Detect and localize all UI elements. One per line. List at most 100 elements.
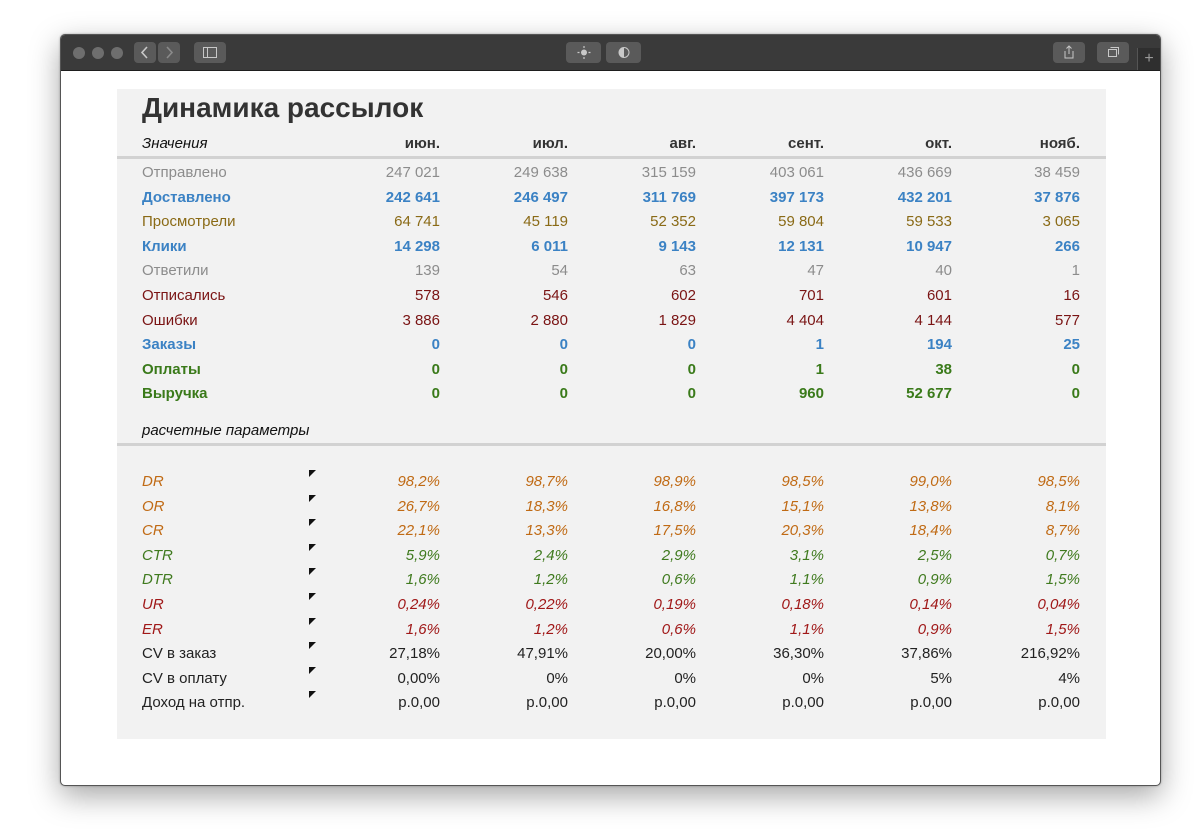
row-label: CTR (142, 546, 173, 564)
table-cell: 52 352 (650, 213, 696, 231)
table-cell: 1,6% (405, 620, 440, 638)
table-cell: 0 (1071, 385, 1080, 403)
table-cell: 4 404 (786, 311, 824, 329)
table-row: ER 1,6% 1,2% 0,6% 1,1% 0,9% 1,5% (117, 617, 1106, 645)
table-cell: 0,6% (661, 571, 696, 589)
row-label: CR (142, 522, 164, 540)
tabs-button[interactable] (1097, 42, 1129, 63)
table-cell: 38 (935, 360, 952, 378)
table-cell: 3 886 (402, 311, 440, 329)
table-cell: 98,9% (653, 473, 696, 490)
brightness-icon (577, 46, 590, 59)
close-window-icon[interactable] (73, 47, 85, 59)
table-cell: 0% (674, 669, 696, 687)
table-row: Оплаты 0 0 0 1 38 0 (117, 361, 1106, 385)
row-label: OR (142, 497, 165, 515)
brightness-button[interactable] (566, 42, 601, 63)
table-cell: 403 061 (769, 164, 824, 181)
row-label: Ответили (142, 262, 209, 280)
month-header: сент. (788, 135, 824, 152)
tabs-icon (1108, 47, 1119, 57)
table-cell: 0 (431, 385, 440, 403)
table-row: Клики 14 298 6 011 9 143 12 131 10 947 266 (117, 238, 1106, 262)
table-cell: 37,86% (901, 645, 952, 663)
month-header: июл. (532, 135, 568, 152)
row-label: Заказы (142, 336, 197, 354)
table-cell: 8,1% (1045, 497, 1080, 515)
table-row: OR 26,7% 18,3% 16,8% 15,1% 13,8% 8,1% (117, 494, 1106, 522)
table-cell: 601 (926, 287, 952, 304)
table-row: Просмотрели 64 741 45 119 52 352 59 804 59 53… (117, 213, 1106, 237)
row-label: Доставлено (142, 188, 231, 206)
new-tab-button[interactable]: + (1137, 48, 1160, 70)
table-cell: 1,1% (789, 620, 824, 638)
zoom-window-icon[interactable] (111, 47, 123, 59)
forward-icon (166, 46, 174, 59)
table-cell: р.0,00 (654, 694, 696, 712)
comment-marker-icon[interactable] (309, 543, 316, 551)
row-label: UR (142, 596, 164, 613)
table-cell: 0 (687, 385, 696, 403)
comment-marker-icon[interactable] (309, 642, 316, 650)
table-cell: 16,8% (653, 497, 696, 515)
comment-marker-icon[interactable] (309, 519, 316, 527)
table-cell: 36,30% (773, 645, 824, 663)
comment-marker-icon[interactable] (309, 593, 316, 600)
table-cell: 2,9% (661, 546, 696, 564)
sidebar-button[interactable] (194, 42, 226, 63)
table-cell: 18,3% (525, 497, 568, 515)
table-cell: 22,1% (397, 522, 440, 540)
table-cell: 64 741 (394, 213, 440, 231)
share-button[interactable] (1053, 42, 1085, 63)
comment-marker-icon[interactable] (309, 691, 316, 699)
row-label: ER (142, 620, 163, 638)
table-cell: 247 021 (385, 164, 440, 181)
table-row: CTR 5,9% 2,4% 2,9% 3,1% 2,5% 0,7% (117, 543, 1106, 571)
table-cell: 20,3% (781, 522, 824, 540)
comment-marker-icon[interactable] (309, 666, 316, 674)
comment-marker-icon[interactable] (309, 568, 316, 576)
table-row: DTR 1,6% 1,2% 0,6% 1,1% 0,9% 1,5% (117, 568, 1106, 595)
table-cell: 577 (1054, 311, 1080, 329)
table-cell: 960 (798, 385, 824, 403)
back-button[interactable] (134, 42, 156, 63)
table-cell: 40 (935, 262, 952, 280)
table-cell: 436 669 (897, 164, 952, 181)
table-cell: 315 159 (641, 164, 696, 181)
table-cell: 432 201 (897, 188, 952, 206)
row-label: Оплаты (142, 360, 201, 378)
table-cell: 266 (1054, 237, 1080, 255)
table-cell: 397 173 (769, 188, 824, 206)
table-cell: 3 065 (1042, 213, 1080, 231)
table-cell: 2,4% (533, 546, 568, 564)
comment-marker-icon[interactable] (309, 617, 316, 625)
contrast-button[interactable] (606, 42, 641, 63)
table-cell: 0,22% (525, 596, 568, 613)
table-cell: 0 (559, 385, 568, 403)
table-cell: 5,9% (405, 546, 440, 564)
table-cell: 242 641 (385, 188, 440, 206)
table-cell: 1,6% (405, 571, 440, 589)
table-cell: 98,5% (1037, 473, 1080, 490)
table-cell: 3,1% (789, 546, 824, 564)
table-cell: 13,3% (525, 522, 568, 540)
contrast-icon (618, 47, 629, 58)
table-cell: 2,5% (917, 546, 952, 564)
calc-section-label: расчетные параметры (142, 422, 310, 439)
table-cell: 0,6% (661, 620, 696, 638)
table-cell: 26,7% (397, 497, 440, 515)
table-row: CR 22,1% 13,3% 17,5% 20,3% 18,4% 8,7% (117, 519, 1106, 546)
row-label: Отправлено (142, 164, 227, 181)
table-cell: р.0,00 (910, 694, 952, 712)
table-cell: 194 (926, 336, 952, 354)
table-cell: р.0,00 (782, 694, 824, 712)
minimize-window-icon[interactable] (92, 47, 104, 59)
table-row: Отписались 578 546 602 701 601 16 (117, 287, 1106, 311)
table-cell: 546 (542, 287, 568, 304)
table-row: Ошибки 3 886 2 880 1 829 4 404 4 144 577 (117, 312, 1106, 336)
comment-marker-icon[interactable] (309, 494, 316, 502)
table-cell: 59 804 (778, 213, 824, 231)
row-label: CV в оплату (142, 669, 227, 687)
forward-button[interactable] (158, 42, 180, 63)
comment-marker-icon[interactable] (309, 470, 316, 477)
